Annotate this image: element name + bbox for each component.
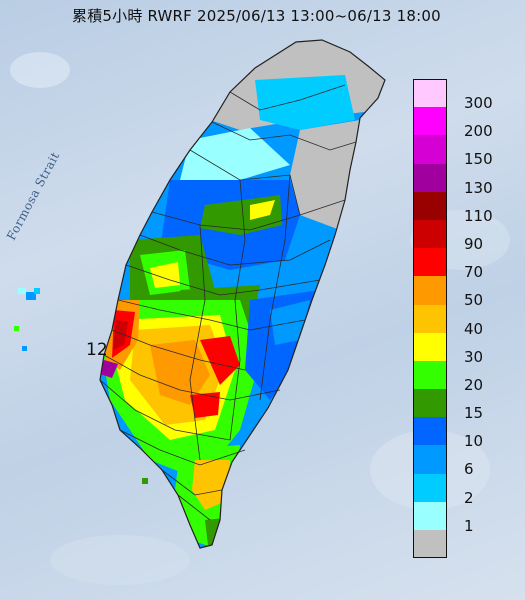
- legend-swatch: [413, 304, 447, 333]
- legend-swatch: [413, 501, 447, 530]
- legend-swatch: [413, 219, 447, 249]
- legend-swatch: [413, 332, 447, 361]
- legend-label: 70: [464, 263, 484, 282]
- legend-label: 15: [464, 404, 484, 423]
- legend-row: 150: [413, 135, 517, 167]
- legend-row: 20: [413, 360, 517, 392]
- legend-label: 1: [464, 516, 474, 535]
- legend-label: 110: [464, 206, 493, 225]
- legend-label: 130: [464, 178, 493, 197]
- legend-swatch: [413, 163, 447, 192]
- taiwan-coastline: [99, 39, 386, 549]
- legend-row: 110: [413, 191, 517, 223]
- legend-row: 6: [413, 445, 517, 477]
- legend-label: 40: [464, 319, 484, 338]
- legend-label: 30: [464, 347, 484, 366]
- legend-row: 90: [413, 219, 517, 251]
- legend-row: 10: [413, 417, 517, 449]
- legend-row: 300: [413, 79, 517, 111]
- legend-swatch: [413, 360, 447, 390]
- legend-swatch: [413, 191, 447, 220]
- legend-label: 20: [464, 375, 484, 394]
- legend-row: 50: [413, 276, 517, 308]
- offshore-rain-cells: [14, 288, 148, 484]
- legend-swatch: [413, 417, 447, 446]
- legend-row: 30: [413, 332, 517, 364]
- legend-swatch: [413, 473, 447, 502]
- legend-label: 6: [464, 460, 474, 479]
- rainfall-legend: 300 200 150 130 110 90 70 50 40 30 20 15 10 6 2 1: [413, 79, 517, 559]
- legend-swatch: [413, 276, 447, 305]
- legend-swatch: [413, 107, 447, 136]
- legend-row: [413, 530, 517, 559]
- legend-row: 40: [413, 304, 517, 336]
- max-rainfall-marker: 12: [86, 340, 108, 360]
- legend-label: 300: [464, 94, 493, 112]
- county-boundaries: [99, 84, 357, 521]
- taiwan-rainfall-field: [100, 40, 385, 548]
- legend-label: 90: [464, 234, 484, 253]
- map-title: 累積5小時 RWRF 2025/06/13 13:00~06/13 18:00: [72, 7, 441, 25]
- legend-swatch: [413, 248, 447, 277]
- legend-row: 1: [413, 501, 517, 533]
- legend-row: 200: [413, 107, 517, 139]
- legend-swatch: [413, 79, 447, 108]
- legend-swatch: [413, 530, 447, 559]
- legend-label: 150: [464, 150, 493, 169]
- legend-swatch: [413, 445, 447, 474]
- legend-label: 50: [464, 291, 484, 310]
- legend-row: 70: [413, 248, 517, 280]
- legend-row: 15: [413, 389, 517, 421]
- legend-swatch: [413, 135, 447, 164]
- legend-row: 2: [413, 473, 517, 505]
- legend-swatch: [413, 389, 447, 418]
- legend-label: 2: [464, 488, 474, 507]
- legend-row: 130: [413, 163, 517, 195]
- legend-label: 10: [464, 432, 484, 451]
- legend-label: 200: [464, 122, 493, 141]
